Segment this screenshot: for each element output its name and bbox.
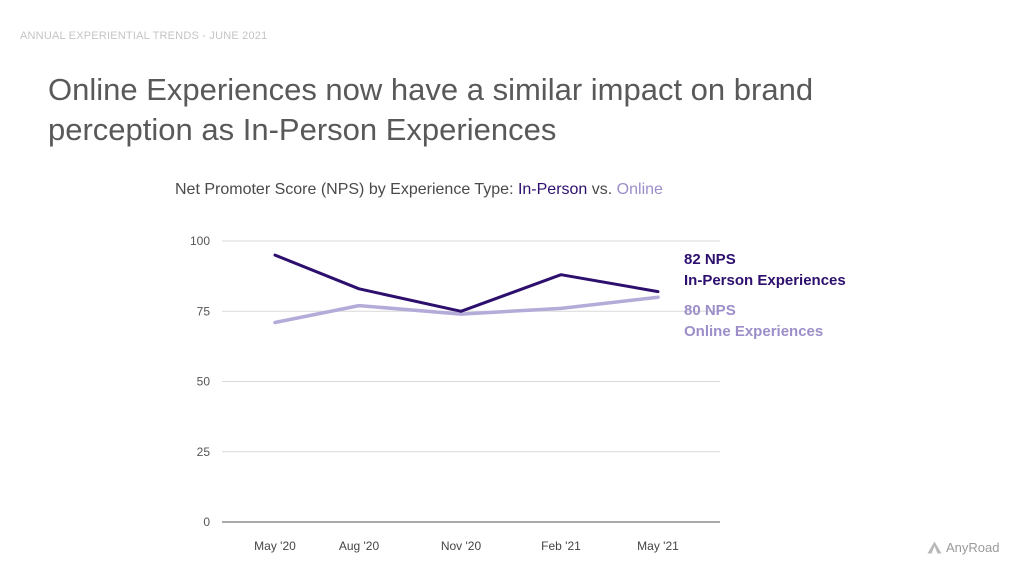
end-value-label-in-person: 82 NPS <box>684 251 736 268</box>
chart-title-prefix: Net Promoter Score (NPS) by Experience T… <box>175 181 518 198</box>
end-value-label-online: 80 NPS <box>684 302 736 319</box>
anyroad-logo-icon <box>927 541 942 554</box>
report-tag: ANNUAL EXPERIENTIAL TRENDS - JUNE 2021 <box>20 30 268 42</box>
chart-title-separator: vs. <box>587 181 617 198</box>
series-line-online <box>273 295 660 325</box>
series-line-in-person <box>273 253 660 313</box>
x-tick-label: Nov '20 <box>441 539 482 553</box>
chart-title-series-online: Online <box>616 181 663 198</box>
y-tick-label-50: 50 <box>197 375 211 389</box>
end-name-label-in-person: In-Person Experiences <box>684 272 846 289</box>
x-tick-label: May '21 <box>637 539 679 553</box>
end-name-label-online: Online Experiences <box>684 323 823 340</box>
x-tick-label: May '20 <box>254 539 296 553</box>
chart-title-series-in-person: In-Person <box>517 181 588 198</box>
y-tick-label-0: 0 <box>203 515 210 529</box>
x-tick-label: Feb '21 <box>541 539 581 553</box>
x-tick-label: Aug '20 <box>339 539 380 553</box>
y-tick-label-100: 100 <box>190 234 210 248</box>
brand-name: AnyRoad <box>946 540 1000 555</box>
brand-logo: AnyRoad <box>927 540 999 555</box>
y-tick-label-75: 75 <box>197 304 211 318</box>
chart-title: Net Promoter Score (NPS) by Experience T… <box>175 181 663 199</box>
y-tick-label-25: 25 <box>197 445 211 459</box>
page-title: Online Experiences now have a similar im… <box>48 72 814 147</box>
